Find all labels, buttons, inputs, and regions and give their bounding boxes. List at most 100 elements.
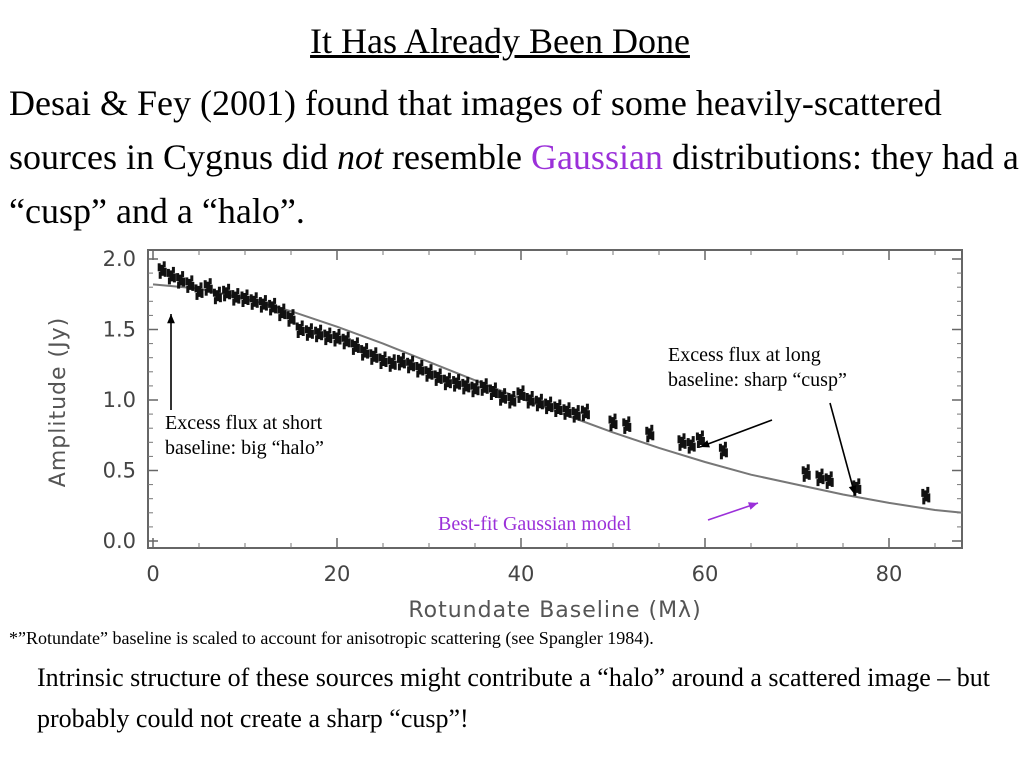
data-point-mark: [537, 397, 542, 409]
data-point-mark: [213, 297, 217, 305]
data-point: [258, 295, 268, 313]
data-point-mark: [438, 368, 442, 375]
data-point-mark: [628, 422, 632, 432]
data-point-mark: [457, 374, 461, 381]
data-point-mark: [277, 305, 281, 314]
data-point-mark: [531, 397, 535, 407]
data-point-mark: [701, 437, 705, 446]
data-point-mark: [316, 328, 321, 340]
data-point-mark: [194, 284, 198, 293]
data-point-mark: [829, 471, 833, 478]
data-point-mark: [530, 391, 534, 397]
data-point-mark: [821, 475, 825, 485]
data-point-mark: [922, 497, 926, 505]
data-point-mark: [176, 273, 180, 282]
data-point-mark: [408, 359, 413, 371]
data-point-mark: [695, 432, 699, 441]
data-point-mark: [233, 291, 238, 303]
data-point-mark: [553, 401, 557, 410]
data-point-mark: [300, 320, 304, 327]
data-point-mark: [565, 405, 569, 417]
data-point-mark: [445, 376, 450, 388]
data-point-mark: [186, 285, 190, 293]
data-point-mark: [818, 472, 822, 484]
data-point-mark: [521, 385, 525, 392]
data-point-mark: [436, 371, 441, 383]
data-point-mark: [245, 289, 249, 296]
data-point-mark: [177, 281, 181, 289]
data-point-mark: [252, 295, 257, 307]
data-point: [277, 303, 287, 322]
data-point: [488, 382, 498, 400]
data-point-mark: [680, 436, 684, 448]
data-point-mark: [700, 430, 704, 437]
data-point: [571, 405, 581, 423]
data-point-mark: [208, 278, 212, 285]
data-point-mark: [433, 370, 437, 379]
data-point-mark: [416, 370, 420, 378]
data-point-mark: [509, 394, 514, 406]
data-point-mark: [240, 291, 244, 300]
data-point-mark: [370, 357, 374, 365]
data-point-mark: [427, 367, 431, 379]
data-point-mark: [470, 381, 474, 390]
data-point-mark: [305, 333, 309, 341]
data-point-mark: [485, 384, 489, 394]
data-point-mark: [512, 391, 516, 397]
data-point-mark: [333, 339, 337, 347]
data-point-mark: [452, 376, 456, 385]
data-point-mark: [434, 378, 438, 386]
data-point-mark: [824, 473, 828, 482]
data-point-mark: [493, 382, 497, 389]
intro-text-3: distributions: they had a “cusp” and a “…: [9, 137, 1019, 231]
halo-annotation-line1: Excess flux at short: [165, 412, 323, 434]
data-point-mark: [325, 331, 330, 343]
data-point-mark: [287, 319, 291, 327]
data-point-mark: [586, 410, 590, 420]
cusp-arrow-right: [829, 402, 856, 496]
data-point-mark: [646, 435, 650, 443]
data-point-mark: [227, 283, 231, 290]
data-point-mark: [507, 393, 511, 401]
data-point-mark: [624, 419, 629, 431]
data-point-mark: [476, 386, 480, 396]
data-point-mark: [278, 314, 282, 322]
data-point-mark: [254, 292, 258, 299]
data-point-mark: [191, 281, 195, 291]
data-points: [157, 261, 931, 505]
data-point-mark: [721, 445, 726, 457]
data-point-mark: [224, 287, 229, 299]
data-point-mark: [344, 335, 349, 347]
data-point-mark: [228, 290, 232, 300]
data-point: [203, 278, 213, 296]
data-point-mark: [182, 277, 186, 287]
data-point-mark: [163, 267, 167, 277]
model-annotation: Best-fit Gaussian model: [438, 513, 632, 535]
x-tick-label: 20: [324, 562, 351, 586]
data-point-mark: [185, 277, 189, 286]
data-point-mark: [361, 353, 365, 361]
data-point-mark: [439, 374, 443, 384]
data-point-mark: [296, 331, 300, 338]
data-point-mark: [475, 379, 479, 386]
data-point-mark: [576, 405, 580, 412]
data-point-mark: [458, 380, 462, 390]
data-point-mark: [804, 467, 809, 479]
data-point-mark: [568, 408, 572, 418]
data-point-mark: [491, 386, 496, 397]
data-point-mark: [608, 415, 612, 424]
data-point-mark: [223, 294, 227, 302]
data-point: [314, 324, 324, 343]
data-point-mark: [583, 407, 588, 419]
data-point-mark: [479, 380, 483, 389]
data-point-mark: [550, 403, 554, 413]
data-point-mark: [691, 436, 695, 443]
data-point-mark: [304, 325, 308, 334]
data-point-mark: [217, 286, 221, 293]
data-point-mark: [323, 329, 327, 338]
data-point-mark: [171, 266, 175, 273]
data-point-mark: [375, 353, 379, 363]
data-point: [378, 351, 388, 369]
data-point-mark: [421, 366, 425, 376]
data-point-mark: [197, 285, 201, 297]
